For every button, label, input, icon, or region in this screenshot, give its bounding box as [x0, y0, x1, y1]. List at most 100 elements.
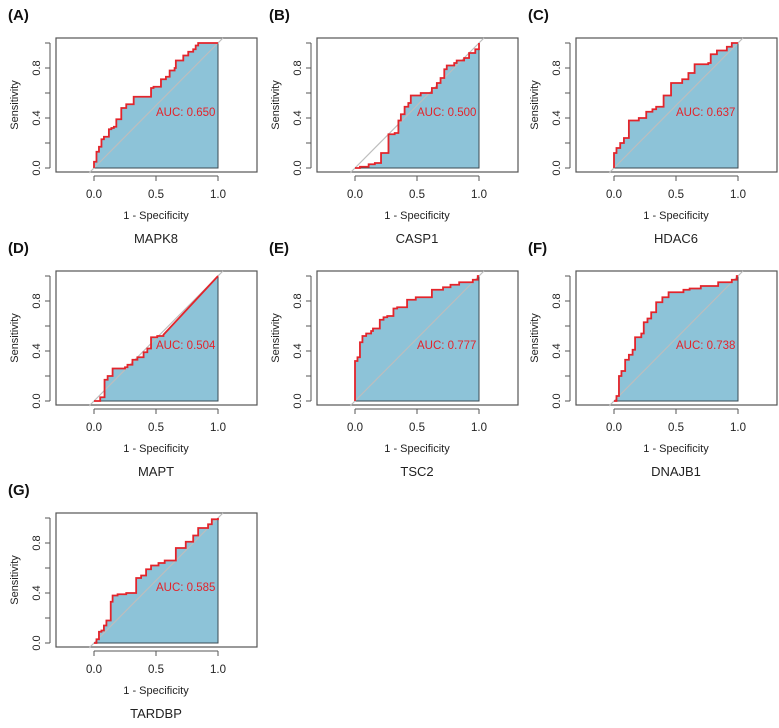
roc-panel-mapt: (D) AUC: 0.504 0.0 0.4 0.8 Sensitivity 0.0 0.5 1… [8, 240, 258, 479]
roc-curve [614, 275, 738, 402]
gene-title: TARDBP [130, 706, 182, 721]
plot-box [55, 37, 258, 173]
y-axis-title: Sensitivity [9, 313, 21, 363]
panel-label: (B) [269, 7, 290, 24]
x-tick-label: 0.5 [668, 189, 684, 201]
auc-label: AUC: 0.504 [156, 340, 216, 352]
x-tick-label: 1.0 [210, 664, 226, 676]
x-axis-title: 1 - Specificity [384, 443, 450, 455]
x-axis-title: 1 - Specificity [384, 210, 450, 222]
y-tick-label: 0.0 [31, 160, 43, 175]
x-tick-label: 0.0 [347, 422, 363, 434]
x-tick-label: 1.0 [210, 189, 226, 201]
y-axis-title: Sensitivity [9, 80, 21, 130]
x-tick-label: 1.0 [471, 189, 487, 201]
y-tick-label: 0.8 [551, 60, 563, 75]
auc-label: AUC: 0.500 [417, 107, 476, 119]
y-tick-label: 0.0 [292, 160, 304, 175]
chance-diagonal [88, 37, 224, 174]
y-tick-label: 0.4 [292, 343, 304, 358]
y-tick-label: 0.8 [31, 535, 43, 550]
y-tick-label: 0.4 [292, 110, 304, 125]
chance-diagonal [608, 37, 744, 174]
y-tick-label: 0.4 [551, 343, 563, 358]
y-tick-label: 0.4 [31, 585, 43, 600]
x-tick-label: 0.0 [86, 189, 102, 201]
chance-diagonal [608, 270, 744, 407]
y-axis-title: Sensitivity [529, 313, 541, 363]
roc-curve [354, 275, 479, 401]
y-tick-label: 0.8 [292, 293, 304, 308]
panel-label: (C) [528, 7, 549, 24]
gene-title: MAPT [138, 464, 174, 479]
gene-title: HDAC6 [654, 231, 698, 246]
x-tick-label: 0.0 [86, 664, 102, 676]
roc-panel-hdac6: (C) AUC: 0.637 0.0 0.4 0.8 Sensitivity 0.0 0.5 1… [528, 7, 778, 246]
roc-panel-tardbp: (G) AUC: 0.585 0.0 0.4 0.8 Sensitivity 0.0 0.5 1… [8, 482, 258, 721]
panel-label: (D) [8, 240, 29, 257]
x-tick-label: 1.0 [210, 422, 226, 434]
y-tick-label: 0.4 [31, 343, 43, 358]
x-axis-title: 1 - Specificity [123, 685, 189, 697]
roc-curve [355, 43, 480, 169]
gene-title: TSC2 [400, 464, 433, 479]
plot-box [55, 270, 258, 406]
y-tick-label: 0.0 [31, 393, 43, 408]
gene-title: CASP1 [396, 231, 439, 246]
y-tick-label: 0.0 [292, 393, 304, 408]
panel-label: (G) [8, 482, 30, 499]
x-tick-label: 0.0 [606, 422, 622, 434]
x-tick-label: 0.0 [86, 422, 102, 434]
gene-title: DNAJB1 [651, 464, 701, 479]
x-tick-label: 0.0 [606, 189, 622, 201]
y-axis-title: Sensitivity [270, 80, 282, 130]
x-axis-title: 1 - Specificity [123, 210, 189, 222]
x-tick-label: 0.5 [148, 664, 164, 676]
x-axis-title: 1 - Specificity [643, 210, 709, 222]
y-tick-label: 0.8 [292, 60, 304, 75]
auc-label: AUC: 0.585 [156, 582, 215, 594]
roc-panel-mapk8: (A) AUC: 0.650 0.0 0.4 0.8 Sensitivity 0.0 0.5 1… [8, 7, 258, 246]
roc-panel-dnajb1: (F) AUC: 0.738 0.0 0.4 0.8 Sensitivity 0.0 0.5 1… [528, 240, 778, 479]
x-tick-label: 0.5 [409, 189, 425, 201]
plot-box [575, 270, 778, 406]
chance-diagonal [88, 512, 224, 649]
plot-box [575, 37, 778, 173]
chance-diagonal [349, 270, 485, 407]
plot-box [55, 512, 258, 648]
y-tick-label: 0.8 [31, 60, 43, 75]
y-tick-label: 0.8 [551, 293, 563, 308]
x-tick-label: 0.5 [668, 422, 684, 434]
x-axis-title: 1 - Specificity [123, 443, 189, 455]
gene-title: MAPK8 [134, 231, 178, 246]
panel-label: (F) [528, 240, 547, 257]
roc-curve [93, 42, 218, 168]
y-axis-title: Sensitivity [9, 555, 21, 605]
y-tick-label: 0.0 [551, 393, 563, 408]
x-axis-title: 1 - Specificity [643, 443, 709, 455]
x-tick-label: 1.0 [730, 189, 746, 201]
x-tick-label: 1.0 [471, 422, 487, 434]
x-tick-label: 1.0 [730, 422, 746, 434]
roc-curve [94, 275, 219, 402]
y-tick-label: 0.4 [551, 110, 563, 125]
roc-curve [94, 518, 219, 644]
roc-curve [613, 42, 738, 168]
roc-panel-tsc2: (E) AUC: 0.777 0.0 0.4 0.8 Sensitivity 0.0 0.5 1… [269, 240, 519, 479]
roc-panel-casp1: (B) AUC: 0.500 0.0 0.4 0.8 Sensitivity 0.0 0.5 1… [269, 7, 519, 246]
y-axis-title: Sensitivity [529, 80, 541, 130]
y-axis-title: Sensitivity [270, 313, 282, 363]
plot-box [316, 37, 519, 173]
y-tick-label: 0.0 [31, 635, 43, 650]
panel-label: (E) [269, 240, 289, 257]
panel-label: (A) [8, 7, 29, 24]
x-tick-label: 0.5 [409, 422, 425, 434]
x-tick-label: 0.5 [148, 422, 164, 434]
auc-label: AUC: 0.650 [156, 107, 215, 119]
x-tick-label: 0.5 [148, 189, 164, 201]
y-tick-label: 0.4 [31, 110, 43, 125]
x-tick-label: 0.0 [347, 189, 363, 201]
plot-box [316, 270, 519, 406]
y-tick-label: 0.0 [551, 160, 563, 175]
